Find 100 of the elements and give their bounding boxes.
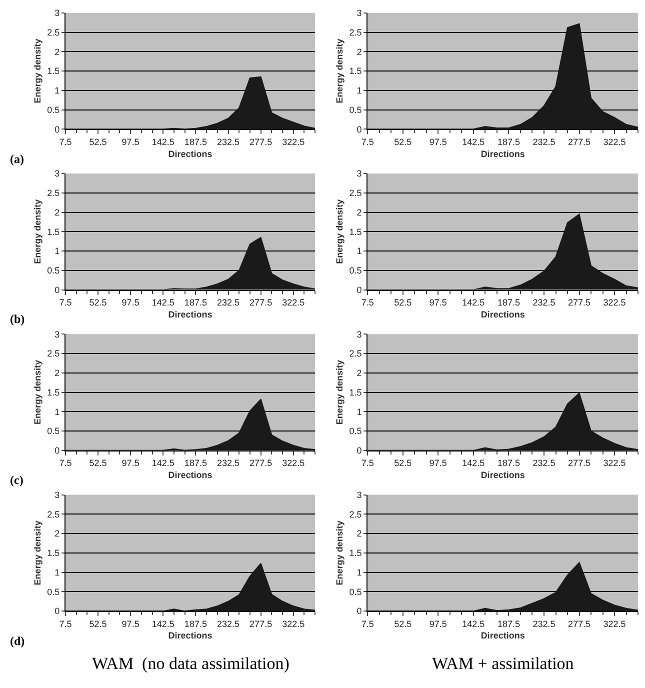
y-tick-label: 2.5 <box>47 348 60 359</box>
y-tick-label: 1 <box>356 86 362 96</box>
y-tick-label: 1 <box>54 86 60 96</box>
x-tick-label: 7.5 <box>59 618 72 629</box>
text: (d) <box>10 634 25 648</box>
x-tick-label: 7.5 <box>361 298 374 308</box>
x-tick-label: 232.5 <box>216 458 240 468</box>
y-tick-label: 1.5 <box>349 387 362 398</box>
y-tick-label: 1.5 <box>47 387 60 398</box>
y-tick-label: 1 <box>54 567 60 578</box>
y-axis-title: Energy density <box>32 520 42 586</box>
x-tick-label: 52.5 <box>89 136 107 147</box>
x-tick-label: 97.5 <box>429 458 447 468</box>
x-tick-label: 7.5 <box>59 136 72 147</box>
text: (b) <box>10 312 25 326</box>
x-tick-label: 7.5 <box>59 298 72 308</box>
x-tick-label: 97.5 <box>122 136 140 147</box>
x-tick-label: 232.5 <box>216 618 240 629</box>
y-tick-label: 3 <box>356 329 362 340</box>
x-tick-label: 277.5 <box>250 136 272 147</box>
y-tick-label: 0 <box>54 124 60 134</box>
x-tick-label: 232.5 <box>532 618 556 629</box>
x-tick-label: 187.5 <box>184 458 207 468</box>
y-tick-label: 2.5 <box>349 188 362 198</box>
y-tick-label: 1 <box>54 406 60 417</box>
x-tick-label: 322.5 <box>282 298 305 308</box>
x-axis-title: Directions <box>168 148 212 159</box>
y-tick-label: 0.5 <box>349 104 362 115</box>
x-tick-label: 322.5 <box>603 458 626 468</box>
y-tick-label: 0 <box>54 606 60 616</box>
y-tick-label: 2 <box>54 528 60 539</box>
x-axis-title: Directions <box>168 630 212 641</box>
x-tick-label: 52.5 <box>89 618 107 629</box>
y-tick-label: 1.5 <box>349 66 362 76</box>
x-tick-label: 277.5 <box>568 458 591 468</box>
y-tick-label: 1.5 <box>349 548 362 558</box>
y-tick-label: 0.5 <box>47 266 60 276</box>
y-tick-label: 2 <box>356 528 362 539</box>
x-tick-label: 277.5 <box>250 298 272 308</box>
x-tick-label: 277.5 <box>568 298 591 308</box>
text: WAM + assimilation <box>432 654 574 673</box>
y-tick-label: 1.5 <box>47 548 60 558</box>
y-tick-label: 1 <box>356 406 362 417</box>
y-tick-label: 1.5 <box>47 226 60 237</box>
y-tick-label: 2.5 <box>349 27 362 38</box>
y-tick-label: 0 <box>356 284 362 295</box>
x-tick-label: 187.5 <box>497 458 520 468</box>
x-tick-label: 277.5 <box>250 458 272 468</box>
y-tick-label: 3 <box>54 168 60 179</box>
x-tick-label: 142.5 <box>152 136 174 147</box>
y-tick-label: 3 <box>54 490 60 500</box>
x-tick-label: 97.5 <box>122 298 140 308</box>
x-axis-title: Directions <box>480 630 525 641</box>
y-axis-title: Energy density <box>334 520 345 586</box>
x-tick-label: 232.5 <box>532 458 556 468</box>
y-tick-label: 0.5 <box>47 104 60 115</box>
y-tick-label: 0 <box>356 446 362 456</box>
x-tick-label: 277.5 <box>250 618 272 629</box>
x-tick-label: 187.5 <box>184 136 207 147</box>
y-axis-title: Energy density <box>334 360 345 425</box>
y-tick-label: 2 <box>54 46 60 57</box>
x-tick-label: 97.5 <box>122 618 140 629</box>
x-tick-label: 7.5 <box>361 136 374 147</box>
x-tick-label: 322.5 <box>282 136 305 147</box>
y-tick-label: 0.5 <box>47 586 60 597</box>
x-tick-label: 322.5 <box>603 136 626 147</box>
y-tick-label: 3 <box>356 168 362 179</box>
x-tick-label: 142.5 <box>152 458 174 468</box>
x-tick-label: 232.5 <box>216 136 240 147</box>
x-tick-label: 277.5 <box>568 618 591 629</box>
x-tick-label: 142.5 <box>462 136 485 147</box>
x-tick-label: 97.5 <box>429 136 447 147</box>
x-tick-label: 7.5 <box>361 618 374 629</box>
text: (a) <box>10 152 24 166</box>
y-tick-label: 2.5 <box>349 348 362 359</box>
x-tick-label: 52.5 <box>394 618 412 629</box>
y-tick-label: 2.5 <box>47 509 60 520</box>
text: WAM (no data assimilation) <box>92 654 290 673</box>
x-tick-label: 97.5 <box>429 298 447 308</box>
x-axis-title: Directions <box>168 470 212 480</box>
x-tick-label: 52.5 <box>89 458 107 468</box>
y-axis-title: Energy density <box>334 199 345 264</box>
x-tick-label: 187.5 <box>497 136 520 147</box>
y-tick-label: 2 <box>356 368 362 378</box>
y-tick-label: 1.5 <box>47 66 60 76</box>
x-tick-label: 7.5 <box>361 458 374 468</box>
x-axis-title: Directions <box>168 309 212 320</box>
x-tick-label: 322.5 <box>282 618 305 629</box>
y-tick-label: 0 <box>54 284 60 295</box>
y-tick-label: 0 <box>356 606 362 616</box>
x-tick-label: 277.5 <box>568 136 591 147</box>
x-tick-label: 322.5 <box>603 618 626 629</box>
x-tick-label: 187.5 <box>184 298 207 308</box>
y-tick-label: 2 <box>356 207 362 218</box>
x-tick-label: 187.5 <box>497 618 520 629</box>
y-axis-title: Energy density <box>32 199 42 264</box>
x-tick-label: 187.5 <box>184 618 207 629</box>
y-tick-label: 0.5 <box>349 426 362 436</box>
x-tick-label: 52.5 <box>394 458 412 468</box>
y-tick-label: 1.5 <box>349 226 362 237</box>
